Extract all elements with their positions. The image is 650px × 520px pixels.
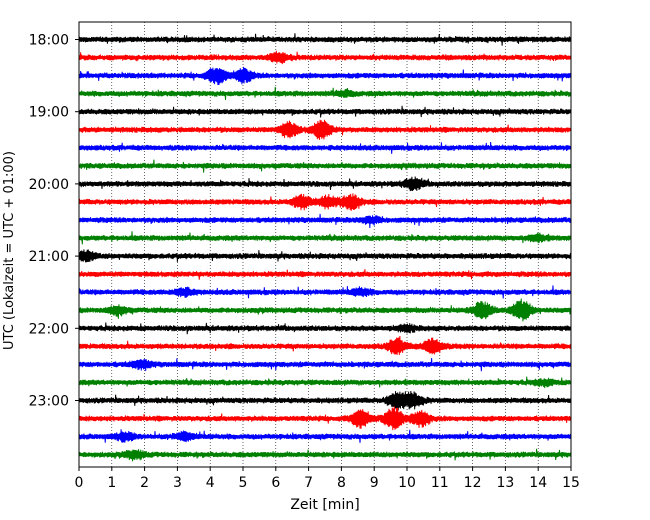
x-tick-label: 2 — [140, 475, 149, 491]
trace-2215 — [78, 335, 572, 355]
y-axis-label: UTC (Lokalzeit = UTC + 01:00) — [2, 151, 17, 350]
x-tick-label: 12 — [464, 475, 482, 491]
seismic-traces — [78, 33, 572, 462]
y-tick-label: 21:00 — [29, 249, 69, 265]
x-tick-label: 4 — [206, 475, 215, 491]
trace-2145 — [78, 298, 572, 322]
x-axis-label: Zeit [min] — [290, 497, 359, 513]
trace-2315 — [78, 406, 572, 431]
x-tick-label: 8 — [337, 475, 346, 491]
x-axis-ticks: 0 1 2 3 4 5 6 7 8 9 10 11 12 13 14 15 — [75, 467, 580, 491]
trace-1900 — [78, 105, 572, 118]
trace-2000 — [78, 176, 572, 192]
trace-2045 — [78, 231, 572, 245]
trace-1915 — [78, 119, 572, 140]
trace-2245 — [78, 376, 572, 389]
y-tick-label: 19:00 — [29, 105, 69, 121]
trace-2015 — [78, 193, 572, 211]
x-tick-label: 14 — [529, 475, 547, 491]
y-tick-label: 23:00 — [29, 394, 69, 410]
trace-1930 — [78, 141, 572, 154]
trace-1845 — [78, 86, 572, 100]
x-tick-label: 15 — [562, 475, 580, 491]
x-tick-label: 6 — [271, 475, 280, 491]
x-tick-label: 0 — [75, 475, 84, 491]
trace-2130 — [78, 285, 572, 299]
trace-2230 — [78, 358, 572, 372]
trace-1830 — [78, 66, 572, 86]
trace-2345 — [78, 448, 572, 462]
x-tick-label: 10 — [398, 475, 416, 491]
x-tick-label: 11 — [431, 475, 449, 491]
trace-1815 — [78, 50, 572, 65]
x-tick-label: 9 — [370, 475, 379, 491]
trace-1800 — [78, 33, 572, 46]
x-tick-label: 1 — [107, 475, 116, 491]
x-tick-label: 13 — [496, 475, 514, 491]
trace-2100 — [78, 249, 572, 263]
x-tick-label: 5 — [239, 475, 248, 491]
x-tick-label: 7 — [304, 475, 313, 491]
x-gridlines — [111, 22, 539, 467]
trace-2200 — [78, 322, 572, 335]
plot-frame — [78, 21, 572, 468]
trace-2300 — [78, 391, 572, 411]
trace-2330 — [78, 429, 572, 443]
y-tick-label: 18:00 — [29, 33, 69, 49]
y-tick-label: 22:00 — [29, 321, 69, 337]
y-axis-ticks: 18:00 19:00 20:00 21:00 22:00 23:00 — [29, 33, 79, 410]
x-tick-label: 3 — [173, 475, 182, 491]
trace-2115 — [78, 269, 572, 280]
y-tick-label: 20:00 — [29, 177, 69, 193]
trace-1945 — [78, 159, 572, 173]
trace-2030 — [78, 213, 572, 229]
